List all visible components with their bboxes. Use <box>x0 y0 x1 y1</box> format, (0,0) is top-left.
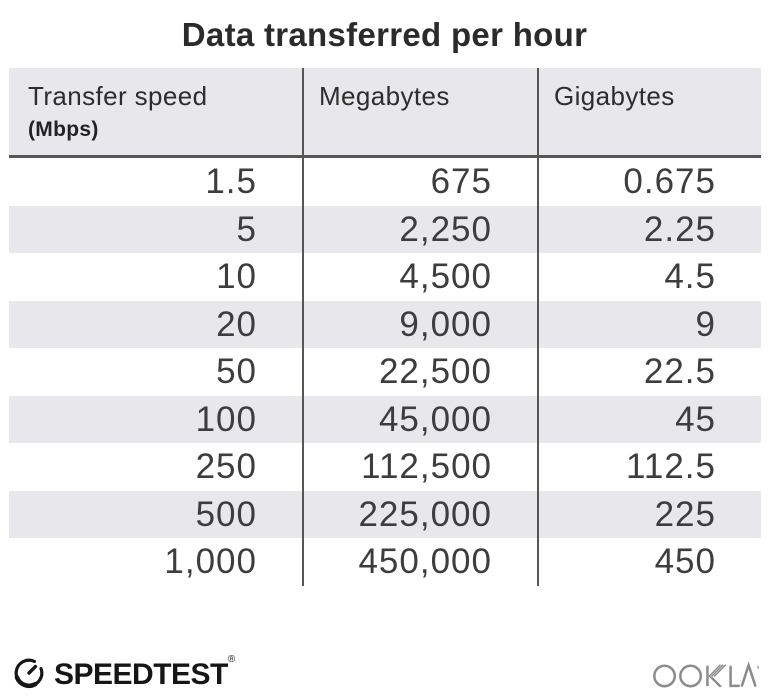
table-row: 1,000 450,000 450 <box>9 538 761 586</box>
table-cell: 50 <box>216 352 257 391</box>
ookla-logo-icon <box>652 660 760 695</box>
column-header-label: Transfer speed <box>28 81 208 111</box>
table-cell: 20 <box>216 304 257 344</box>
table-row: 1.5 675 0.675 <box>9 158 761 206</box>
table-cell: 45 <box>537 395 761 443</box>
table-cell: 10 <box>216 257 257 296</box>
table-row: 500 225,000 225 <box>9 490 761 538</box>
table-cell: 45,000 <box>302 395 537 443</box>
table-cell: 4,500 <box>302 253 537 301</box>
table-cell: 22,500 <box>302 348 537 396</box>
table-row: 250 112,500 112.5 <box>9 443 761 491</box>
table-cell: 9 <box>537 300 761 348</box>
table-cell: 5 <box>236 209 257 249</box>
table-row: 20 9,000 9 <box>9 300 761 348</box>
table-cell: 450 <box>537 538 761 586</box>
column-header-transfer-speed: Transfer speed (Mbps) <box>9 68 302 155</box>
table-body: 1.5 675 0.675 5 2,250 2.25 10 4,500 4.5 20 9,000 9 5… <box>9 158 761 586</box>
table-header-row: Transfer speed (Mbps) Megabytes Gigabyte… <box>9 68 761 158</box>
table-cell: 4.5 <box>537 253 761 301</box>
table-row: 100 45,000 45 <box>9 395 761 443</box>
table-cell: 22.5 <box>537 348 761 396</box>
table-cell: 675 <box>302 158 537 206</box>
table-cell: 450,000 <box>302 538 537 586</box>
column-header-megabytes: Megabytes <box>302 68 537 155</box>
table-cell: 9,000 <box>302 300 537 348</box>
trademark-symbol: ® <box>227 654 236 665</box>
table-cell: 1.5 <box>205 162 257 201</box>
table-cell: 112.5 <box>537 443 761 491</box>
speedtest-wordmark: SPEEDTEST® <box>54 654 236 691</box>
table-cell: 2.25 <box>537 205 761 253</box>
table-cell: 2,250 <box>302 205 537 253</box>
table-cell: 1,000 <box>164 542 257 581</box>
column-header-unit: (Mbps) <box>28 118 99 141</box>
table-cell: 225 <box>537 490 761 538</box>
column-header-gigabytes: Gigabytes <box>537 68 761 155</box>
table-row: 5 2,250 2.25 <box>9 205 761 253</box>
speedtest-logo: SPEEDTEST® <box>13 650 235 696</box>
table-cell: 225,000 <box>302 490 537 538</box>
table-cell: 112,500 <box>302 443 537 491</box>
table-row: 50 22,500 22.5 <box>9 348 761 396</box>
speedtest-gauge-icon <box>13 657 45 689</box>
table-cell: 100 <box>195 399 257 439</box>
page-title: Data transferred per hour <box>181 16 588 53</box>
table-row: 10 4,500 4.5 <box>9 253 761 301</box>
data-table: Transfer speed (Mbps) Megabytes Gigabyte… <box>9 68 761 586</box>
table-cell: 500 <box>195 494 257 534</box>
table-cell: 250 <box>195 447 257 486</box>
table-cell: 0.675 <box>537 158 761 206</box>
footer: SPEEDTEST® <box>0 650 769 696</box>
